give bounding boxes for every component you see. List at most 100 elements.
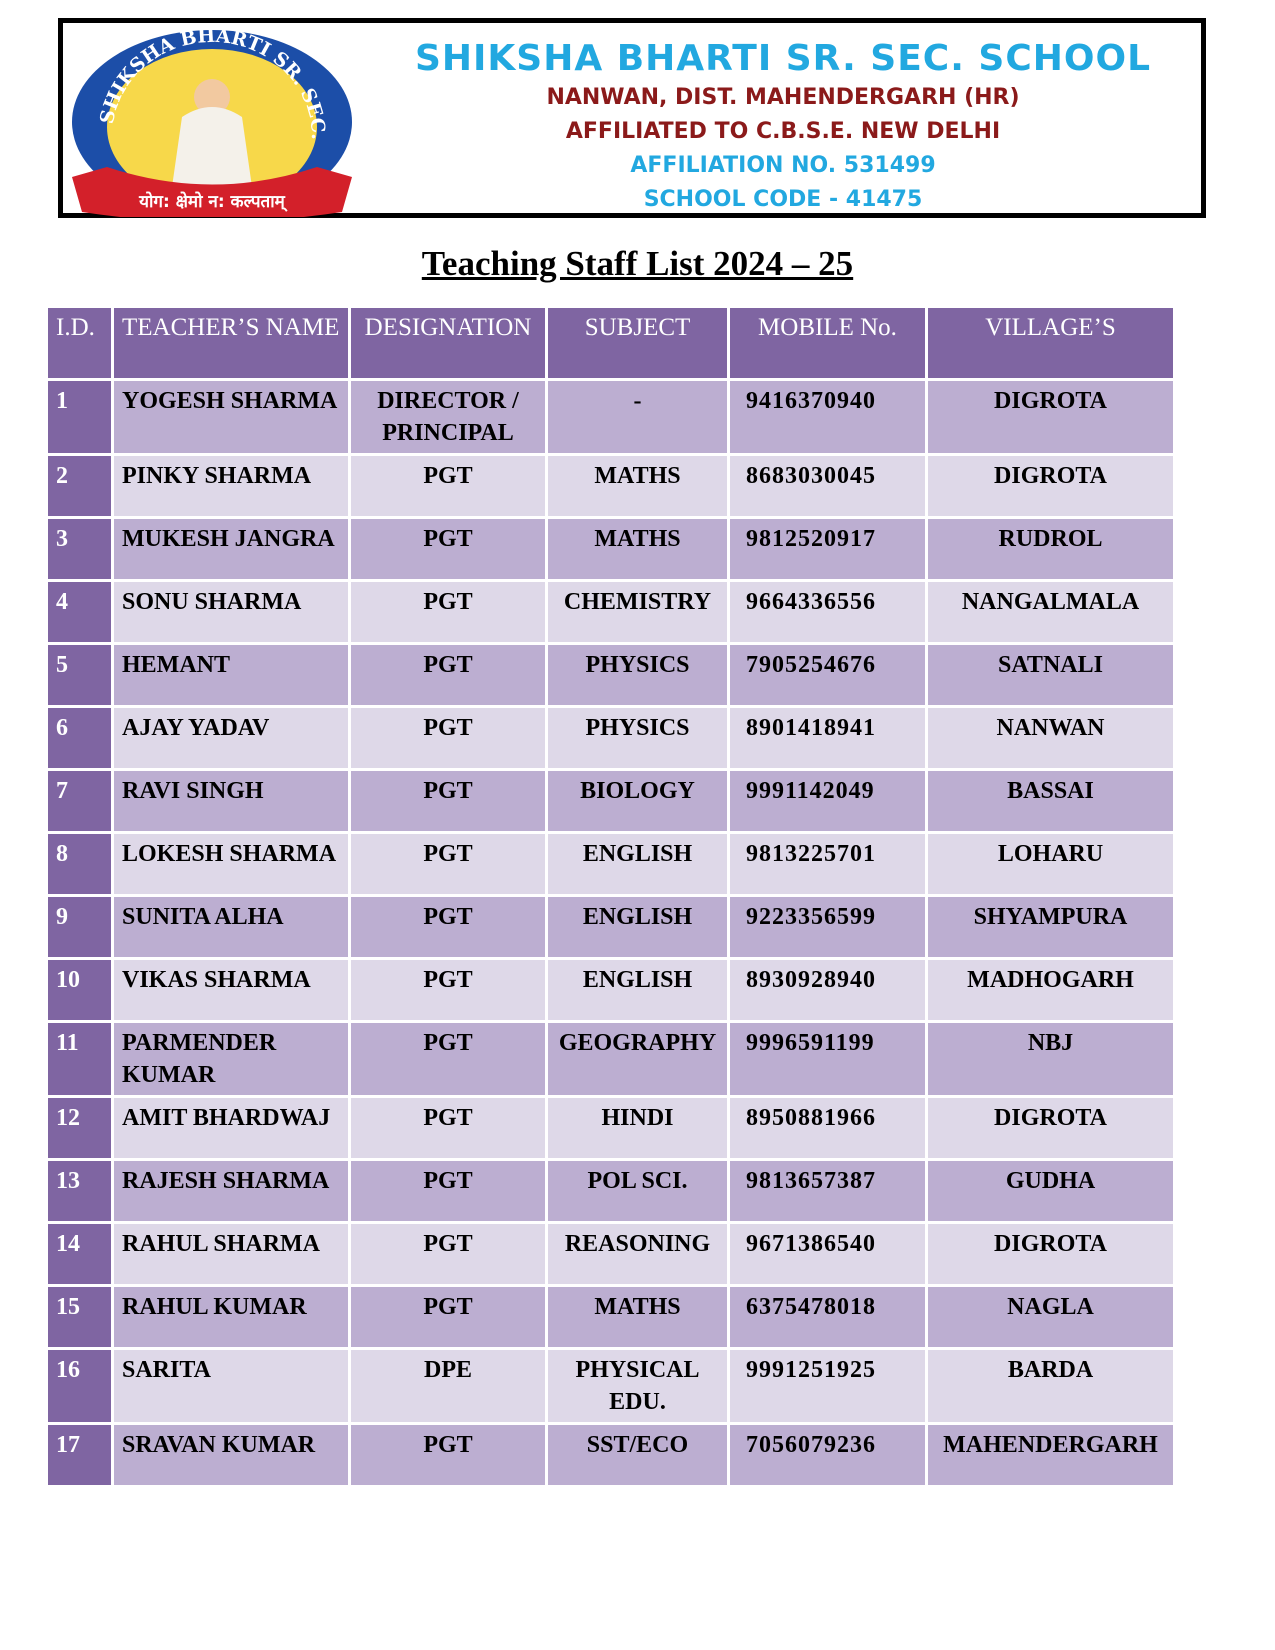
cell-id: 16	[48, 1350, 111, 1422]
staff-table: I.D. TEACHER’S NAME DESIGNATION SUBJECT …	[45, 305, 1176, 1488]
cell-village: BASSAI	[928, 771, 1173, 831]
affiliation-number: AFFILIATION NO. 531499	[630, 153, 936, 178]
cell-subject: REASONING	[548, 1224, 727, 1284]
cell-name: HEMANT	[114, 645, 348, 705]
cell-designation: PGT	[351, 771, 545, 831]
cell-mobile: 9991142049	[730, 771, 925, 831]
cell-mobile: 9223356599	[730, 897, 925, 957]
cell-village: DIGROTA	[928, 456, 1173, 516]
school-address: NANWAN, DIST. MAHENDERGARH (HR)	[546, 85, 1020, 110]
table-row: 7 RAVI SINGH PGT BIOLOGY 9991142049 BASSAI	[48, 771, 1173, 831]
cell-designation: PGT	[351, 960, 545, 1020]
cell-designation: PGT	[351, 1023, 545, 1095]
cell-subject: PHYSICS	[548, 708, 727, 768]
cell-subject: -	[548, 381, 727, 453]
cell-village: MAHENDERGARH	[928, 1425, 1173, 1485]
cell-id: 4	[48, 582, 111, 642]
cell-mobile: 8950881966	[730, 1098, 925, 1158]
cell-subject: MATHS	[548, 1287, 727, 1347]
cell-mobile: 9996591199	[730, 1023, 925, 1095]
cell-id: 10	[48, 960, 111, 1020]
cell-mobile: 9991251925	[730, 1350, 925, 1422]
cell-subject: GEOGRAPHY	[548, 1023, 727, 1095]
table-row: 6 AJAY YADAV PGT PHYSICS 8901418941 NANWAN	[48, 708, 1173, 768]
cell-village: DIGROTA	[928, 381, 1173, 453]
cell-id: 6	[48, 708, 111, 768]
school-affiliation: AFFILIATED TO C.B.S.E. NEW DELHI	[565, 119, 1001, 144]
column-header-mobile: MOBILE No.	[730, 308, 925, 378]
column-header-designation: DESIGNATION	[351, 308, 545, 378]
cell-village: DIGROTA	[928, 1098, 1173, 1158]
cell-id: 5	[48, 645, 111, 705]
cell-mobile: 7056079236	[730, 1425, 925, 1485]
cell-id: 2	[48, 456, 111, 516]
cell-id: 3	[48, 519, 111, 579]
cell-subject: ENGLISH	[548, 834, 727, 894]
cell-name: RAHUL SHARMA	[114, 1224, 348, 1284]
table-row: 4 SONU SHARMA PGT CHEMISTRY 9664336556 NANGAL…	[48, 582, 1173, 642]
table-row: 8 LOKESH SHARMA PGT ENGLISH 9813225701 LOHARU	[48, 834, 1173, 894]
school-banner: SHIKSHA BHARTI SR. SEC. SCHOOL योग: क्षे…	[58, 18, 1206, 218]
cell-id: 1	[48, 381, 111, 453]
cell-mobile: 8901418941	[730, 708, 925, 768]
cell-id: 8	[48, 834, 111, 894]
cell-subject: ENGLISH	[548, 897, 727, 957]
cell-id: 12	[48, 1098, 111, 1158]
table-row: 3 MUKESH JANGRA PGT MATHS 9812520917 RUDROL	[48, 519, 1173, 579]
cell-subject: SST/ECO	[548, 1425, 727, 1485]
cell-subject: ENGLISH	[548, 960, 727, 1020]
cell-subject: CHEMISTRY	[548, 582, 727, 642]
table-row: 13 RAJESH SHARMA PGT POL SCI. 9813657387 GUDH…	[48, 1161, 1173, 1221]
table-row: 11 PARMENDER KUMAR PGT GEOGRAPHY 9996591199 N…	[48, 1023, 1173, 1095]
cell-designation: PGT	[351, 897, 545, 957]
cell-mobile: 9813225701	[730, 834, 925, 894]
cell-name: RAVI SINGH	[114, 771, 348, 831]
cell-id: 17	[48, 1425, 111, 1485]
cell-id: 15	[48, 1287, 111, 1347]
cell-name: RAJESH SHARMA	[114, 1161, 348, 1221]
cell-mobile: 9671386540	[730, 1224, 925, 1284]
cell-mobile: 8930928940	[730, 960, 925, 1020]
cell-designation: PGT	[351, 1161, 545, 1221]
cell-village: NBJ	[928, 1023, 1173, 1095]
table-row: 17 SRAVAN KUMAR PGT SST/ECO 7056079236 MAHEND…	[48, 1425, 1173, 1485]
cell-name: YOGESH SHARMA	[114, 381, 348, 453]
cell-village: SHYAMPURA	[928, 897, 1173, 957]
cell-mobile: 9664336556	[730, 582, 925, 642]
cell-village: BARDA	[928, 1350, 1173, 1422]
table-row: 14 RAHUL SHARMA PGT REASONING 9671386540 DIGR…	[48, 1224, 1173, 1284]
cell-designation: PGT	[351, 519, 545, 579]
cell-village: NANWAN	[928, 708, 1173, 768]
cell-name: SRAVAN KUMAR	[114, 1425, 348, 1485]
cell-designation: PGT	[351, 1287, 545, 1347]
cell-designation: PGT	[351, 1098, 545, 1158]
cell-village: RUDROL	[928, 519, 1173, 579]
cell-name: SUNITA ALHA	[114, 897, 348, 957]
table-row: 2 PINKY SHARMA PGT MATHS 8683030045 DIGROTA	[48, 456, 1173, 516]
cell-village: DIGROTA	[928, 1224, 1173, 1284]
cell-village: LOHARU	[928, 834, 1173, 894]
cell-name: VIKAS SHARMA	[114, 960, 348, 1020]
column-header-village: VILLAGE’S	[928, 308, 1173, 378]
cell-mobile: 9812520917	[730, 519, 925, 579]
cell-id: 7	[48, 771, 111, 831]
cell-subject: HINDI	[548, 1098, 727, 1158]
cell-subject: PHYSICS	[548, 645, 727, 705]
cell-village: GUDHA	[928, 1161, 1173, 1221]
cell-mobile: 7905254676	[730, 645, 925, 705]
page-title: Teaching Staff List 2024 – 25	[421, 244, 854, 283]
table-row: 5 HEMANT PGT PHYSICS 7905254676 SATNALI	[48, 645, 1173, 705]
cell-subject: PHYSICAL EDU.	[548, 1350, 727, 1422]
cell-designation: DPE	[351, 1350, 545, 1422]
school-name: SHIKSHA BHARTI SR. SEC. SCHOOL	[414, 38, 1152, 79]
table-row: 9 SUNITA ALHA PGT ENGLISH 9223356599 SHYAMPUR…	[48, 897, 1173, 957]
column-header-id: I.D.	[48, 308, 111, 378]
cell-name: LOKESH SHARMA	[114, 834, 348, 894]
cell-village: SATNALI	[928, 645, 1173, 705]
cell-mobile: 8683030045	[730, 456, 925, 516]
column-header-name: TEACHER’S NAME	[114, 308, 348, 378]
table-row: 1 YOGESH SHARMA DIRECTOR / PRINCIPAL -94163…	[48, 381, 1173, 453]
cell-designation: PGT	[351, 1425, 545, 1485]
table-row: 15 RAHUL KUMAR PGT MATHS 6375478018 NAGLA	[48, 1287, 1173, 1347]
table-row: 16 SARITA DPE PHYSICAL EDU. 9991251925 BARDA	[48, 1350, 1173, 1422]
